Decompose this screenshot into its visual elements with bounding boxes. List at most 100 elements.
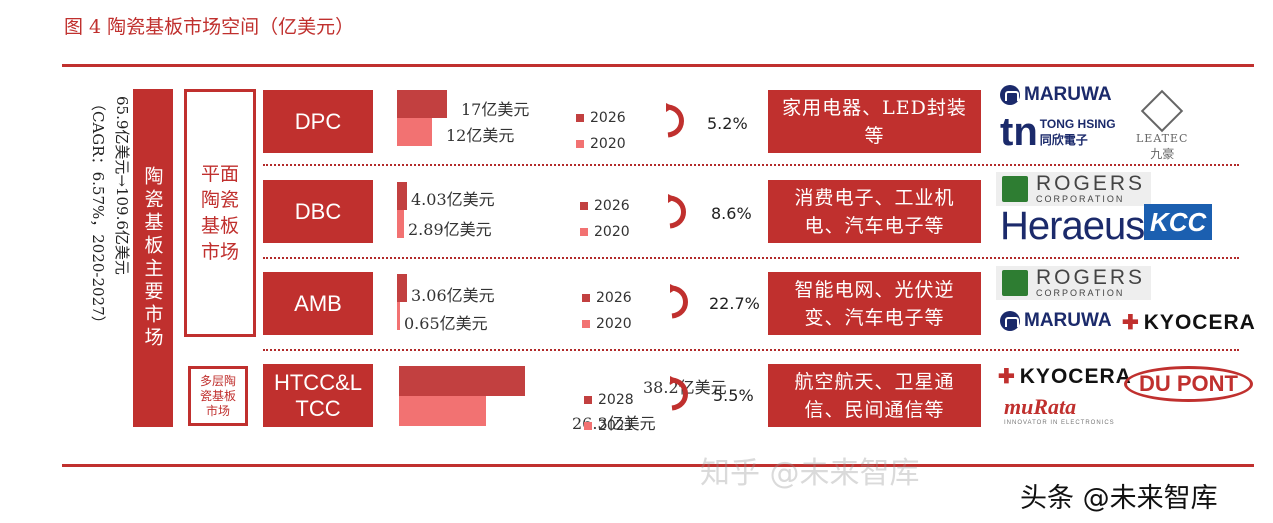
- cagr-amb: 22.7%: [709, 294, 760, 313]
- summary-total: 65.9亿美元→109.6亿美元: [113, 96, 131, 275]
- legend-htcc-2021: 2021: [584, 418, 634, 434]
- tech-label-text: HTCC&LTCC: [273, 369, 362, 421]
- rogers-icon: [1002, 176, 1028, 202]
- growth-arrow-icon: [670, 284, 688, 319]
- maruwa-icon: [1000, 311, 1020, 331]
- market-summary: 65.9亿美元→109.6亿美元 （CAGR：6.57%，2020-2027）: [72, 96, 134, 388]
- murata-sub: INNOVATOR IN ELECTRONICS: [1004, 420, 1115, 426]
- legend-swatch: [582, 320, 590, 328]
- kyocera-text: KYOCERA: [1143, 310, 1256, 334]
- figure-title: 图 4 陶瓷基板市场空间（亿美元）: [64, 16, 355, 38]
- tech-label-htcc-ltcc: HTCC&LTCC: [263, 364, 373, 427]
- row-divider: [263, 349, 1239, 351]
- legend-amb-2020: 2020: [582, 316, 632, 332]
- legend-label: 2028: [598, 392, 634, 408]
- legend-swatch: [576, 140, 584, 148]
- logo-leatec: LEATEC 九豪: [1136, 89, 1189, 162]
- legend-dpc-2026: 2026: [576, 110, 626, 126]
- kyocera-icon: ✚: [1122, 312, 1140, 334]
- tech-label-amb: AMB: [263, 272, 373, 335]
- logo-rogers: ROGERS CORPORATION: [996, 172, 1152, 206]
- legend-label: 2026: [590, 110, 626, 126]
- rogers-text: ROGERS: [1036, 172, 1146, 195]
- growth-arrow-icon: [666, 103, 684, 138]
- murata-text: muRata: [1004, 394, 1077, 419]
- legend-label: 2020: [590, 136, 626, 152]
- bar-htcc-2021: [399, 396, 486, 426]
- legend-swatch: [584, 396, 592, 404]
- bar-dpc-2026: [397, 90, 447, 118]
- legend-swatch: [584, 422, 592, 430]
- logo-kyocera: ✚ KYOCERA: [1122, 310, 1256, 335]
- value-label-amb-2026: 3.06亿美元: [411, 286, 495, 305]
- logo-kcc: KCC: [1144, 204, 1213, 240]
- summary-cagr: （CAGR：6.57%，2020-2027）: [89, 96, 107, 331]
- kyocera-icon: ✚: [998, 366, 1016, 388]
- value-label-htcc-2021: 26.3亿美元: [572, 414, 656, 433]
- top-rule: [62, 64, 1254, 67]
- bar-dbc-2026: [397, 182, 407, 210]
- logo-maruwa: MARUWA: [1000, 84, 1112, 106]
- logo-kyocera: ✚ KYOCERA: [998, 364, 1132, 389]
- rogers-text: ROGERS: [1036, 266, 1146, 289]
- tech-label-dbc: DBC: [263, 180, 373, 243]
- logo-murata: muRata INNOVATOR IN ELECTRONICS: [1004, 394, 1115, 426]
- legend-amb-2026: 2026: [582, 290, 632, 306]
- cagr-dpc: 5.2%: [707, 114, 748, 133]
- tonghsing-en: TONG HSING: [1039, 116, 1116, 131]
- logo-maruwa: MARUWA: [1000, 310, 1112, 332]
- tonghsing-icon: tn: [1000, 110, 1038, 154]
- legend-swatch: [576, 114, 584, 122]
- leatec-zh: 九豪: [1150, 147, 1175, 161]
- legend-dbc-2020: 2020: [580, 224, 630, 240]
- maruwa-text: MARUWA: [1024, 310, 1112, 331]
- watermark-zhihu: 知乎 @未来智库: [700, 456, 920, 491]
- legend-label: 2026: [594, 198, 630, 214]
- cagr-dbc: 8.6%: [711, 204, 752, 223]
- rogers-sub: CORPORATION: [1036, 288, 1125, 298]
- value-label-dbc-2020: 2.89亿美元: [408, 220, 492, 239]
- logo-dupont: DU PONT: [1124, 366, 1253, 402]
- bar-group-htcc-ltcc: 38.2亿美元 26.3亿美元: [399, 364, 727, 433]
- legend-swatch: [580, 228, 588, 236]
- rogers-icon: [1002, 270, 1028, 296]
- growth-arrow-icon: [670, 376, 688, 411]
- value-label-dbc-2026: 4.03亿美元: [411, 190, 495, 209]
- logo-heraeus: Heraeus: [1000, 204, 1145, 248]
- row-divider: [263, 164, 1239, 166]
- watermark-toutiao: 头条 @未来智库: [1020, 483, 1218, 514]
- legend-swatch: [580, 202, 588, 210]
- legend-label: 2026: [596, 290, 632, 306]
- flat-substrate-market: 平面陶瓷基板市场: [184, 89, 256, 337]
- legend-label: 2020: [596, 316, 632, 332]
- legend-label: 2020: [594, 224, 630, 240]
- logo-tonghsing: tn TONG HSING 同欣電子: [1000, 110, 1116, 154]
- legend-swatch: [582, 294, 590, 302]
- value-label-amb-2020: 0.65亿美元: [404, 314, 488, 333]
- value-label-dpc-2020: 12亿美元: [446, 126, 515, 145]
- application-htcc-ltcc: 航空航天、卫星通信、民间通信等: [768, 364, 981, 427]
- application-dbc: 消费电子、工业机电、汽车电子等: [768, 180, 981, 243]
- kyocera-text: KYOCERA: [1019, 364, 1132, 388]
- legend-dpc-2020: 2020: [576, 136, 626, 152]
- multilayer-substrate-market: 多层陶瓷基板市场: [188, 366, 248, 426]
- rogers-sub: CORPORATION: [1036, 194, 1125, 204]
- leatec-icon: [1141, 89, 1184, 133]
- bar-group-dbc: 4.03亿美元 2.89亿美元: [397, 180, 567, 243]
- main-market-label: 陶瓷基板主要市场: [133, 89, 173, 427]
- leatec-en: LEATEC: [1136, 132, 1189, 145]
- maruwa-text: MARUWA: [1024, 84, 1112, 105]
- logo-rogers: ROGERS CORPORATION: [996, 266, 1152, 300]
- bar-amb-2020: [397, 302, 400, 330]
- bar-group-dpc: 17亿美元 12亿美元: [397, 90, 567, 153]
- row-divider: [263, 257, 1239, 259]
- growth-arrow-icon: [668, 194, 686, 229]
- bottom-rule: [62, 464, 1254, 467]
- legend-dbc-2026: 2026: [580, 198, 630, 214]
- bar-dpc-2020: [397, 118, 432, 146]
- legend-label: 2021: [598, 418, 634, 434]
- application-amb: 智能电网、光伏逆变、汽车电子等: [768, 272, 981, 335]
- bar-htcc-2028: [399, 366, 525, 396]
- value-label-dpc-2026: 17亿美元: [461, 100, 530, 119]
- maruwa-icon: [1000, 85, 1020, 105]
